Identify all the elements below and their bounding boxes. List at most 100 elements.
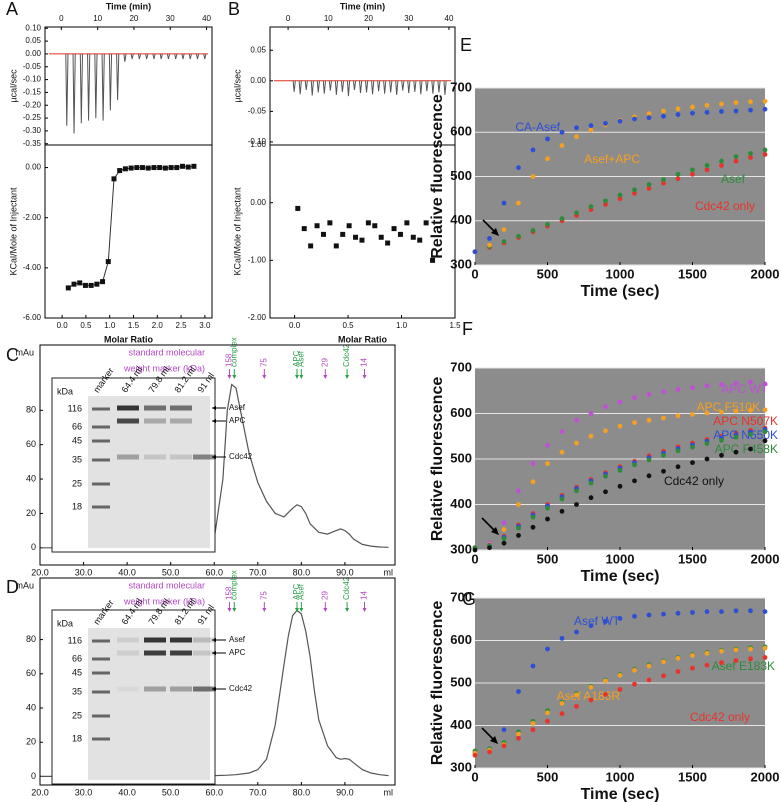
data-point	[100, 279, 106, 285]
data-point	[675, 176, 681, 182]
gel-band	[193, 650, 215, 656]
data-point	[574, 488, 579, 494]
data-point	[603, 473, 608, 479]
y-axis-label: mAu	[15, 347, 34, 357]
y-tick-label: -0.05	[248, 106, 267, 115]
series-label: Cdc42 only	[695, 199, 755, 213]
plot-frame	[44, 26, 213, 146]
data-point	[690, 444, 695, 450]
x-tick-label: 1.5	[128, 321, 140, 330]
x-tick-label: 20	[364, 14, 373, 23]
y-tick-label: 40	[26, 702, 36, 712]
data-point	[111, 176, 117, 182]
x-tick-label: 0	[286, 14, 291, 23]
data-point	[762, 106, 768, 112]
x-tick-label: 1.0	[396, 321, 408, 330]
data-point	[574, 440, 579, 446]
marker-arrow-head	[299, 608, 304, 612]
data-point	[748, 646, 753, 652]
injection-peak	[65, 53, 69, 126]
x-tick-label: 3.0	[199, 321, 211, 330]
x-tick-label: 70.0	[249, 567, 267, 577]
data-point	[690, 412, 695, 417]
y-tick-label: 0.05	[250, 45, 266, 54]
data-point	[516, 689, 521, 694]
data-point	[733, 449, 739, 455]
data-point	[690, 104, 695, 110]
data-point	[588, 123, 594, 129]
y-tick-label: 0.00	[25, 49, 41, 58]
plot-frame	[44, 144, 213, 319]
data-point	[719, 101, 724, 107]
x-tick-label: 0.5	[80, 321, 92, 330]
gel-band	[144, 454, 166, 460]
data-point	[690, 385, 695, 390]
x-tick-label: 70.0	[249, 787, 267, 797]
y-tick-label: 80	[26, 405, 36, 415]
data-point	[632, 190, 637, 196]
y-tick-label: 500	[450, 168, 472, 183]
data-point	[748, 151, 753, 156]
data-point	[162, 165, 168, 171]
data-point	[559, 508, 565, 514]
y-tick-label: 500	[450, 450, 472, 465]
data-point	[65, 285, 71, 291]
band-arrow-head	[212, 638, 216, 642]
gel-band	[193, 686, 215, 692]
panel-label: E	[460, 35, 472, 55]
marker-arrow-head	[294, 608, 299, 612]
y-tick-label: 600	[450, 632, 472, 647]
ladder-label: 35	[72, 686, 82, 696]
y-tick-label: 400	[450, 496, 472, 511]
injection-peak	[413, 80, 417, 92]
injection-peak	[79, 53, 84, 124]
ladder-label: 18	[72, 501, 82, 511]
data-point	[733, 647, 739, 653]
panel-label: D	[6, 577, 19, 597]
band-label: APC	[229, 416, 246, 425]
x-axis-label: Molar Ratio	[104, 334, 154, 344]
injection-peak	[137, 53, 142, 60]
data-point	[690, 110, 695, 116]
data-point	[675, 448, 681, 454]
marker-legend: standard molecular	[128, 580, 205, 590]
data-point	[762, 645, 768, 651]
series-label: Cdc42 only	[690, 710, 750, 724]
gel-band	[170, 686, 192, 692]
data-point	[545, 461, 550, 466]
x-tick-label: 60.0	[205, 567, 223, 577]
injection-peak	[365, 80, 369, 93]
band-arrow-head	[212, 419, 216, 423]
gel-band	[170, 637, 192, 643]
ladder-label: 66	[72, 653, 82, 663]
y-tick-label: 300	[450, 759, 472, 774]
series-label: APC N550K	[713, 428, 778, 442]
data-point	[617, 467, 623, 473]
y-tick-label: -0.15	[23, 88, 42, 97]
data-point	[365, 220, 371, 226]
ladder-band	[92, 458, 110, 462]
data-point	[733, 108, 739, 114]
panel-label: C	[6, 345, 19, 365]
x-tick-label: 90.0	[336, 567, 354, 577]
x-tick-label: 40.0	[118, 567, 136, 577]
data-point	[168, 165, 174, 171]
data-point	[559, 635, 565, 641]
data-point	[588, 411, 594, 416]
data-point	[430, 257, 436, 263]
x-tick-label: 2000	[751, 769, 780, 784]
data-point	[391, 226, 397, 232]
y-tick-label: -0.35	[23, 139, 42, 148]
data-point	[719, 452, 724, 458]
injection-peak	[346, 80, 351, 97]
y-axis-label: µcal/sec	[8, 69, 18, 103]
data-point	[397, 231, 403, 237]
data-point	[646, 115, 652, 121]
ladder-band	[92, 737, 110, 741]
data-point	[501, 227, 507, 233]
x-tick-label: 0.0	[289, 321, 301, 330]
injection-peak	[383, 80, 387, 94]
data-point	[588, 433, 594, 439]
data-point	[105, 259, 111, 265]
band-arrow-head	[212, 406, 216, 410]
